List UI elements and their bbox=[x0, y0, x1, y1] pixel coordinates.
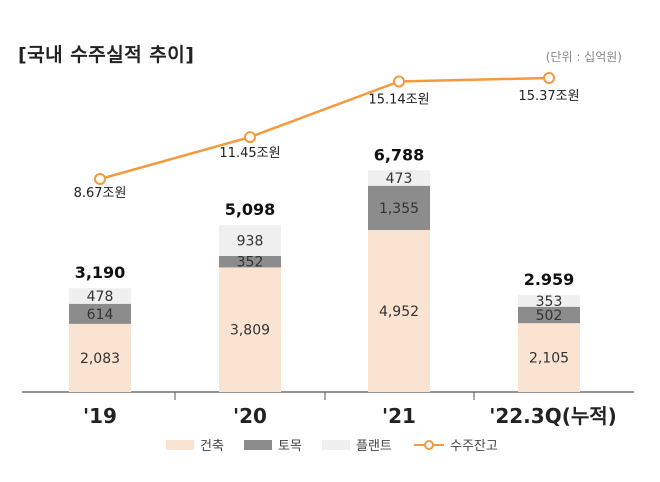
bar-segment-건축-21 bbox=[368, 230, 430, 392]
bar-segment-토목-21 bbox=[368, 185, 430, 231]
legend-label-1: 토목 bbox=[278, 439, 302, 454]
bar-segment-토목-22-3q bbox=[518, 306, 580, 324]
bar-segment-플랜트-20 bbox=[219, 225, 281, 256]
segment-label-2-19: 478 bbox=[87, 289, 114, 305]
x-tick-label-22-3q: '22.3Q(누적) bbox=[489, 404, 617, 428]
segment-label-0-22-3q: 2,105 bbox=[529, 351, 569, 367]
segment-label-0-21: 4,952 bbox=[379, 304, 419, 320]
line-point-20 bbox=[244, 131, 256, 144]
line-label-22-3q: 15.37조원 bbox=[518, 89, 579, 104]
legend-swatch-0 bbox=[166, 440, 194, 450]
total-label-20: 5,098 bbox=[225, 200, 276, 219]
bar-segment-플랜트-19 bbox=[69, 288, 131, 304]
legend-label-line: 수주잔고 bbox=[450, 439, 498, 454]
legend-line-marker bbox=[424, 440, 434, 450]
segment-label-2-21: 473 bbox=[386, 171, 413, 187]
segment-label-0-20: 3,809 bbox=[230, 323, 270, 339]
line-label-21: 15.14조원 bbox=[368, 92, 429, 107]
total-label-19: 3,190 bbox=[75, 263, 126, 282]
segment-label-2-20: 938 bbox=[237, 234, 264, 250]
line-label-20: 11.45조원 bbox=[219, 146, 280, 161]
bar-segment-건축-22-3q bbox=[518, 323, 580, 392]
line-point-21 bbox=[393, 75, 405, 88]
legend-label-2: 플랜트 bbox=[356, 439, 392, 454]
bar-segment-건축-20 bbox=[219, 267, 281, 392]
bar-segment-건축-19 bbox=[69, 323, 131, 392]
segment-label-1-20: 352 bbox=[237, 255, 264, 271]
segment-label-1-22-3q: 502 bbox=[536, 308, 563, 324]
total-label-21: 6,788 bbox=[374, 145, 425, 164]
segment-label-2-22-3q: 353 bbox=[536, 294, 563, 310]
bar-segment-토목-20 bbox=[219, 255, 281, 268]
bar-segment-플랜트-21 bbox=[368, 170, 430, 186]
line-point-22-3q bbox=[543, 72, 555, 84]
legend-swatch-1 bbox=[244, 440, 272, 450]
bar-segment-토목-19 bbox=[69, 303, 131, 324]
total-label-22-3q: 2.959 bbox=[524, 270, 575, 289]
segment-label-1-21: 1,355 bbox=[379, 201, 419, 217]
line-수주잔고 bbox=[99, 76, 550, 181]
segment-label-1-19: 614 bbox=[87, 307, 114, 323]
unit-label: (단위 : 십억원) bbox=[545, 50, 622, 64]
legend-swatch-2 bbox=[322, 440, 350, 450]
x-tick-label-20: '20 bbox=[233, 404, 267, 428]
segment-label-0-19: 2,083 bbox=[80, 351, 120, 367]
line-point-19 bbox=[94, 173, 106, 185]
chart-title: [국내 수주실적 추이] bbox=[18, 44, 195, 66]
legend-label-0: 건축 bbox=[200, 439, 224, 454]
x-tick-label-21: '21 bbox=[382, 404, 416, 428]
bar-segment-플랜트-22-3q bbox=[518, 295, 580, 307]
line-label-19: 8.67조원 bbox=[74, 186, 127, 201]
x-tick-label-19: '19 bbox=[83, 404, 117, 428]
